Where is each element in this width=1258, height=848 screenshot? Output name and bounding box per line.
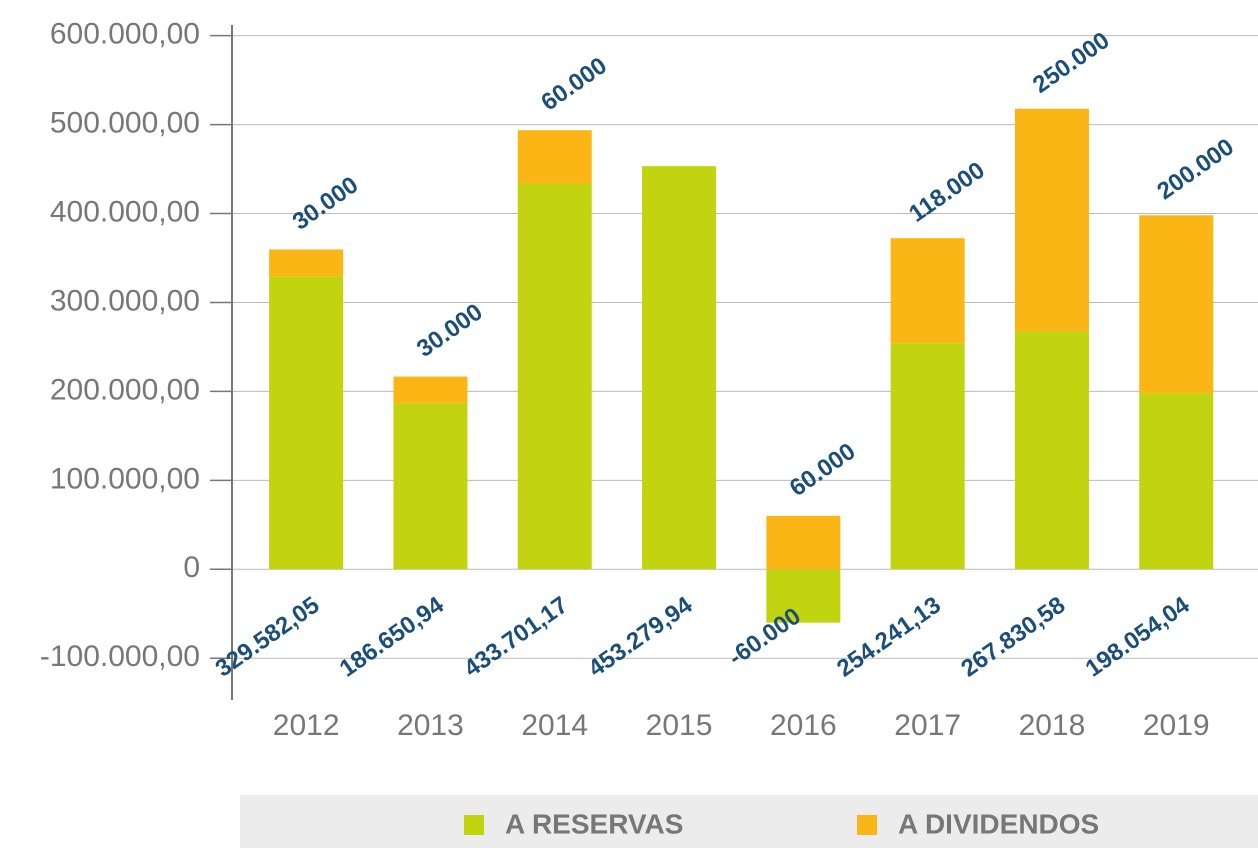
x-tick-label: 2018 [1019,709,1086,742]
bar [1014,331,1089,570]
legend-label: A DIVIDENDOS [898,808,1099,839]
value-label: -60.000 [724,603,806,672]
bar [269,249,344,277]
x-tick-label: 2015 [646,709,713,742]
bar [890,343,965,570]
bar [766,515,841,570]
value-label: 118.000 [904,157,989,228]
y-tick-label: 300.000,00 [50,284,200,317]
value-label: 30.000 [288,171,364,235]
value-label: 60.000 [536,52,612,116]
legend-box [240,795,1258,848]
y-tick-label: 400.000,00 [50,195,200,228]
y-tick-label: 100.000,00 [50,462,200,495]
bar [269,276,344,570]
legend-label: A RESERVAS [505,808,683,839]
value-label: 453.279,94 [583,591,697,682]
value-label: 60.000 [785,438,861,502]
value-label: 433.701,17 [459,592,573,683]
x-tick-label: 2019 [1143,709,1210,742]
bar [1139,393,1214,570]
value-label: 329.582,05 [211,592,325,683]
legend-swatch [464,815,484,835]
y-tick-label: -100.000,00 [40,640,200,673]
value-label: 30.000 [412,299,488,363]
y-tick-label: 600.000,00 [50,18,200,51]
bar [393,403,468,570]
bar [1014,108,1089,332]
bar [517,183,592,570]
bar [393,376,468,404]
value-label: 267.830,58 [956,592,1070,683]
x-tick-label: 2013 [397,709,464,742]
bar [766,569,841,623]
y-tick-label: 200.000,00 [50,373,200,406]
x-tick-label: 2016 [770,709,837,742]
value-label: 198.054,04 [1081,591,1195,682]
value-label: 186.650,94 [335,591,449,682]
bar [642,166,717,570]
value-label: 250.000 [1028,27,1115,99]
y-tick-label: 0 [183,551,200,584]
x-tick-label: 2014 [521,709,588,742]
y-tick-label: 500.000,00 [50,107,200,140]
value-label: 200.000 [1152,133,1239,205]
bar [1139,215,1214,394]
legend-swatch [857,815,877,835]
value-label: 254.241,13 [832,592,946,683]
bar [890,238,965,344]
bar [517,130,592,184]
x-tick-label: 2017 [894,709,961,742]
x-tick-label: 2012 [273,709,340,742]
